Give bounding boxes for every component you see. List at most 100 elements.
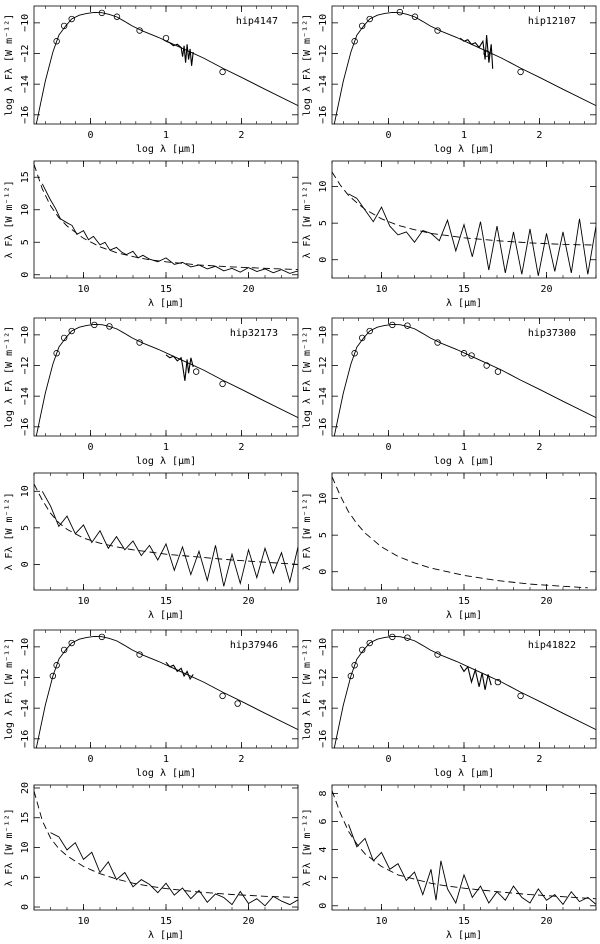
x-tick-label: 20 <box>540 916 552 927</box>
photometry-point <box>404 322 411 329</box>
photometry-point <box>366 639 373 647</box>
photometry-point <box>411 13 419 20</box>
data-solid-line <box>41 491 298 587</box>
y-tick-label: −10 <box>318 14 329 32</box>
photometry-point <box>136 339 143 346</box>
photometry-point <box>219 68 226 76</box>
y-axis-label: log λ Fλ [W m⁻¹²] <box>4 326 15 428</box>
star-label: hip37300 <box>528 328 576 339</box>
model-dashed-line <box>34 790 298 898</box>
y-tick-label: −12 <box>20 44 31 62</box>
y-tick-label: 0 <box>318 257 329 263</box>
x-axis-label: log λ [μm] <box>434 144 494 155</box>
iras-spectrum-line <box>459 35 494 69</box>
x-tick-label: 15 <box>458 916 470 927</box>
y-tick-label: −14 <box>20 699 31 717</box>
star-label: hip4147 <box>236 16 278 27</box>
x-tick-label: 2 <box>536 130 542 141</box>
star-label: hip12107 <box>528 16 576 27</box>
chart-panel: 0 1 2 −10 −12 −14 −16 log λ [μm] log λ Fλ [W m⁻¹… <box>302 317 597 467</box>
y-tick-label: −12 <box>20 668 31 686</box>
data-layer <box>35 633 298 748</box>
photometry-point <box>517 68 524 76</box>
y-tick-label: 8 <box>318 790 329 796</box>
photometry-point <box>494 368 502 375</box>
data-solid-line <box>348 193 596 276</box>
photometry-point <box>358 22 366 30</box>
photometry-point <box>517 692 524 700</box>
x-tick-label: 2 <box>238 130 244 141</box>
y-tick-label: −10 <box>318 638 329 656</box>
data-layer <box>35 9 298 124</box>
x-axis-label: λ [μm] <box>148 610 184 621</box>
x-tick-label: 15 <box>458 596 470 607</box>
photometry-point <box>53 662 60 669</box>
x-tick-label: 1 <box>163 130 169 141</box>
model-dashed-line <box>332 171 596 246</box>
x-tick-label: 10 <box>77 916 89 927</box>
data-solid-line <box>333 323 596 436</box>
x-axis-label: log λ [μm] <box>434 456 494 467</box>
plot-frame <box>33 160 299 279</box>
y-axis-label: λ Fλ [W m⁻¹²] <box>302 180 313 258</box>
data-layer <box>333 321 596 436</box>
chart-panel: 10 15 20 0 2 4 6 8 λ [μm] λ Fλ [W m⁻¹²] <box>302 784 597 941</box>
x-axis-label: λ [μm] <box>446 610 482 621</box>
y-axis-label: log λ Fλ [W m⁻¹²] <box>4 14 15 116</box>
data-solid-line <box>348 824 596 906</box>
y-tick-label: −12 <box>318 356 329 374</box>
photometry-point <box>60 646 68 654</box>
y-axis-label: λ Fλ [W m⁻¹²] <box>4 492 15 570</box>
photometry-point <box>98 633 106 641</box>
photometry-point <box>60 22 68 30</box>
y-tick-label: −12 <box>318 44 329 62</box>
x-tick-label: 2 <box>238 442 244 453</box>
photometry-point <box>351 662 358 669</box>
data-layer <box>333 8 596 124</box>
data-solid-line <box>35 11 298 124</box>
photometry-point <box>389 321 396 329</box>
x-tick-label: 20 <box>242 916 254 927</box>
x-tick-label: 15 <box>160 596 172 607</box>
iras-spectrum-line <box>165 661 194 681</box>
y-tick-label: 15 <box>20 171 31 183</box>
chart-panel: 0 1 2 −10 −12 −14 −16 log λ [μm] log λ Fλ [W m⁻¹… <box>4 317 299 467</box>
photometry-point <box>219 380 226 388</box>
data-layer <box>35 321 298 436</box>
star-label: hip32173 <box>230 328 278 339</box>
x-tick-label: 10 <box>375 596 387 607</box>
y-axis-label: λ Fλ [W m⁻¹²] <box>302 492 313 570</box>
star-label: hip37946 <box>230 640 278 651</box>
x-tick-label: 15 <box>160 916 172 927</box>
photometry-point <box>460 350 468 357</box>
photometry-point <box>53 38 60 45</box>
x-axis-label: log λ [μm] <box>136 456 196 467</box>
photometry-point <box>434 27 441 34</box>
x-axis-label: λ [μm] <box>148 298 184 309</box>
photometry-point <box>68 15 75 23</box>
photometry-point <box>91 321 98 329</box>
x-tick-label: 2 <box>536 754 542 765</box>
photometry-point <box>49 672 57 680</box>
data-solid-line <box>35 635 298 748</box>
x-tick-label: 20 <box>242 596 254 607</box>
chart-panel: 10 15 20 0 5 10 15 20 λ [μm] λ Fλ [W m⁻¹²] <box>4 782 299 941</box>
photometry-point <box>60 334 68 342</box>
y-tick-label: 10 <box>20 204 31 216</box>
data-solid-line <box>35 323 298 436</box>
y-tick-label: −14 <box>318 387 329 405</box>
y-tick-label: −10 <box>20 326 31 344</box>
photometry-point <box>162 34 170 42</box>
model-dashed-line <box>332 476 588 589</box>
y-tick-label: −14 <box>20 387 31 405</box>
x-tick-label: 1 <box>461 130 467 141</box>
x-tick-label: 10 <box>375 284 387 295</box>
y-tick-label: 5 <box>20 239 31 245</box>
data-solid-line <box>41 183 298 274</box>
y-axis-label: log λ Fλ [W m⁻¹²] <box>4 638 15 740</box>
y-tick-label: −14 <box>20 75 31 93</box>
chart-panel: 10 15 20 0 5 10 15 λ [μm] λ Fλ [W m⁻¹²] <box>4 160 299 309</box>
x-tick-label: 0 <box>386 130 392 141</box>
data-layer <box>332 171 596 276</box>
photometry-point <box>98 9 106 17</box>
